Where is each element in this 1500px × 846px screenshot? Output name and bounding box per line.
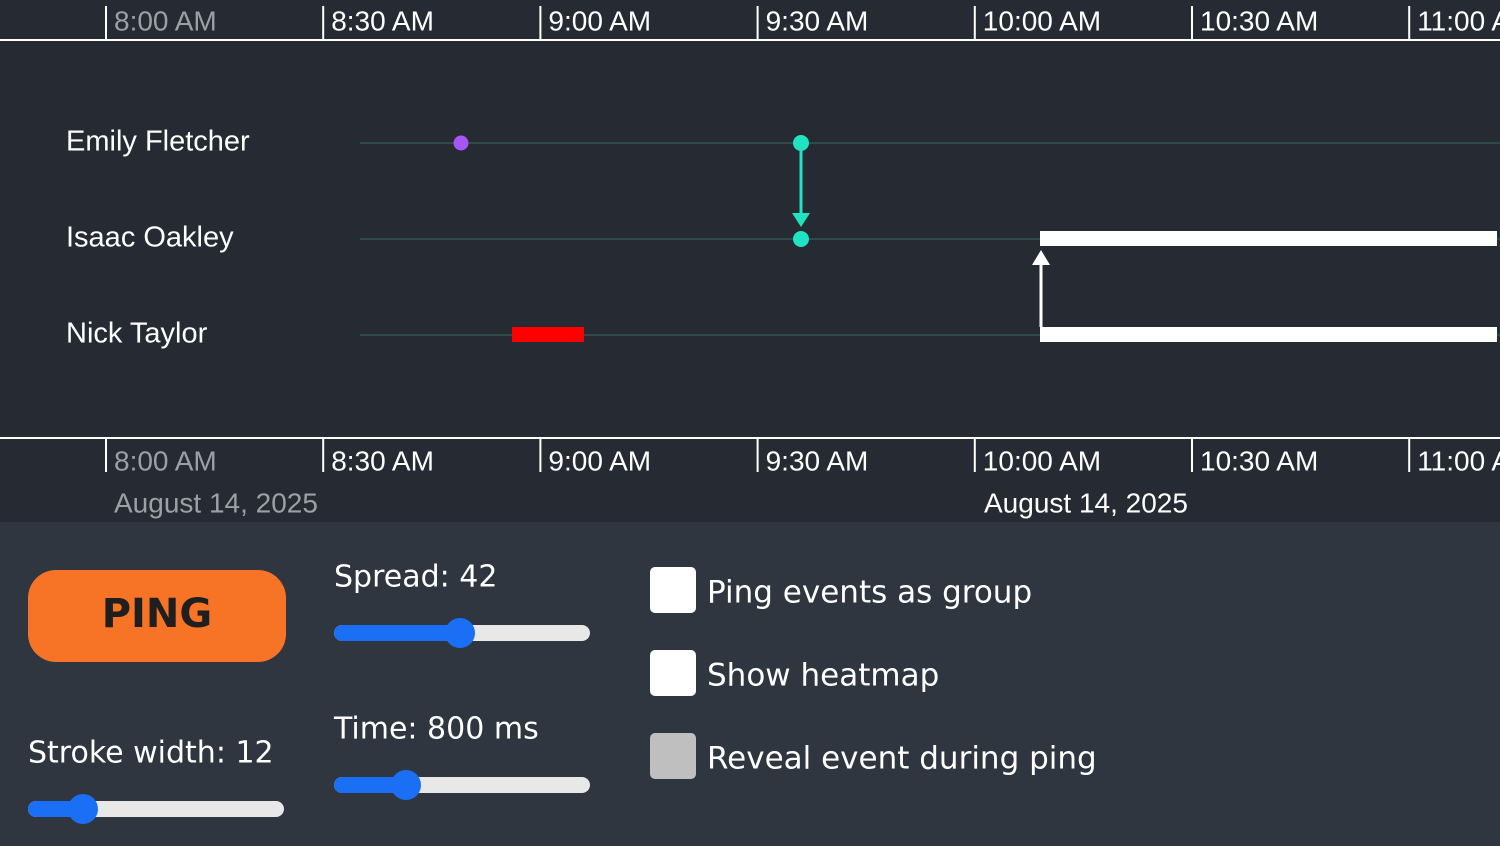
tick-label: 10:00 AM [983,5,1101,36]
tick-label: 9:30 AM [766,445,869,476]
slider-label: Stroke width: 12 [28,736,274,771]
tick-label: 10:00 AM [983,445,1101,476]
tick-label: 10:30 AM [1200,445,1318,476]
checkbox-label[interactable]: Ping events as group [707,575,1032,611]
event-dot[interactable] [793,231,809,247]
date-label: August 14, 2025 [984,487,1188,518]
tick-label: 9:00 AM [548,445,651,476]
tick-label: 9:30 AM [766,5,869,36]
event-bar[interactable] [1040,327,1497,342]
row-label: Nick Taylor [66,318,208,350]
button-background[interactable] [28,570,286,662]
row-label: Emily Fletcher [66,126,250,158]
checkbox-label[interactable]: Show heatmap [707,658,939,694]
checkbox[interactable] [650,650,696,696]
checkbox-label[interactable]: Reveal event during ping [707,741,1097,777]
tick-label: 8:30 AM [331,445,434,476]
event-dot[interactable] [793,135,809,151]
button-label[interactable]: PING [102,591,213,637]
tick-label: 11:00 AM [1417,445,1500,476]
row-label: Isaac Oakley [66,222,234,254]
event-dot[interactable] [453,135,469,151]
checkbox[interactable] [650,567,696,613]
link-arrowhead [1032,250,1050,265]
link-arrowhead [792,213,810,227]
slider-thumb[interactable] [68,794,98,824]
slider-fill [334,625,460,641]
tick-label: 11:00 AM [1417,5,1500,36]
event-bar[interactable] [1040,231,1497,246]
tick-label: 10:30 AM [1200,5,1318,36]
tick-label: 9:00 AM [548,5,651,36]
checkbox[interactable] [650,733,696,779]
date-label: August 14, 2025 [114,487,318,518]
slider-fill [334,777,406,793]
timeline-background [0,0,1500,522]
tick-label: 8:00 AM [114,5,217,36]
slider-label: Spread: 42 [334,560,497,595]
tick-label: 8:30 AM [331,5,434,36]
tick-label: 8:00 AM [114,445,217,476]
slider-thumb[interactable] [445,618,475,648]
slider-thumb[interactable] [391,770,421,800]
slider-label: Time: 800 ms [333,712,539,747]
event-bar[interactable] [512,327,584,342]
ping-button[interactable]: PING [28,570,286,662]
